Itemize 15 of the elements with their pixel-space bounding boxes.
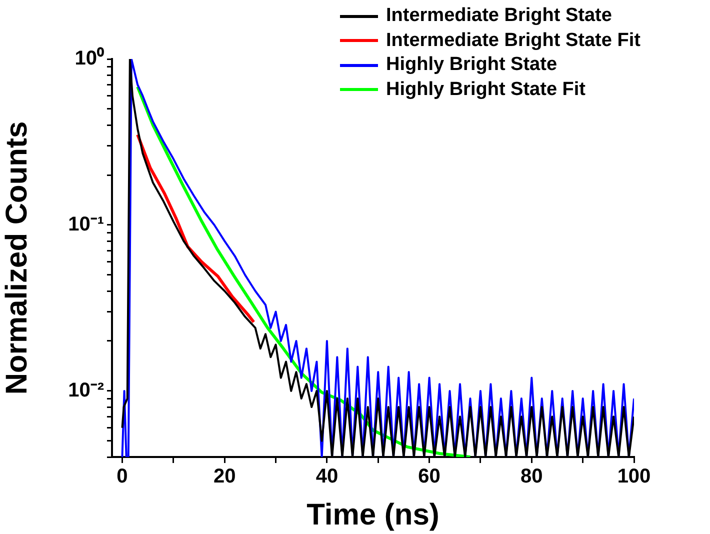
y-tick-label: 10⁻² <box>68 379 104 402</box>
x-tick-label: 100 <box>617 466 651 488</box>
x-axis-title: Time (ns) <box>306 498 440 532</box>
x-tick-label: 80 <box>520 466 543 488</box>
legend-label: Intermediate Bright State <box>386 4 612 28</box>
y-tick-label: 10⁰ <box>74 46 104 70</box>
legend-label: Intermediate Bright State Fit <box>386 28 640 52</box>
legend-label: Highly Bright State Fit <box>386 78 586 102</box>
x-tick-label: 40 <box>316 466 338 488</box>
y-tick-label: 10⁻¹ <box>68 213 104 236</box>
x-tick-label: 60 <box>418 466 440 488</box>
legend-label: Highly Bright State <box>386 53 558 77</box>
x-tick-label: 20 <box>213 466 236 488</box>
x-tick-label: 0 <box>116 466 128 488</box>
y-axis-title: Normalized Counts <box>0 121 34 395</box>
